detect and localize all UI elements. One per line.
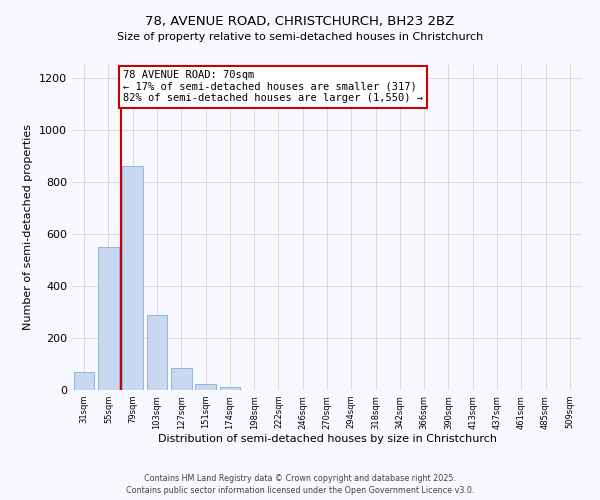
- Text: 78, AVENUE ROAD, CHRISTCHURCH, BH23 2BZ: 78, AVENUE ROAD, CHRISTCHURCH, BH23 2BZ: [145, 15, 455, 28]
- Y-axis label: Number of semi-detached properties: Number of semi-detached properties: [23, 124, 34, 330]
- Text: Size of property relative to semi-detached houses in Christchurch: Size of property relative to semi-detach…: [117, 32, 483, 42]
- Bar: [220, 388, 240, 390]
- Bar: [74, 372, 94, 390]
- Bar: [171, 368, 191, 390]
- Text: 78 AVENUE ROAD: 70sqm
← 17% of semi-detached houses are smaller (317)
82% of sem: 78 AVENUE ROAD: 70sqm ← 17% of semi-deta…: [123, 70, 423, 103]
- X-axis label: Distribution of semi-detached houses by size in Christchurch: Distribution of semi-detached houses by …: [157, 434, 497, 444]
- Text: Contains HM Land Registry data © Crown copyright and database right 2025.
Contai: Contains HM Land Registry data © Crown c…: [126, 474, 474, 495]
- Bar: [195, 384, 216, 390]
- Bar: [122, 166, 143, 390]
- Bar: [98, 247, 119, 390]
- Bar: [146, 314, 167, 390]
